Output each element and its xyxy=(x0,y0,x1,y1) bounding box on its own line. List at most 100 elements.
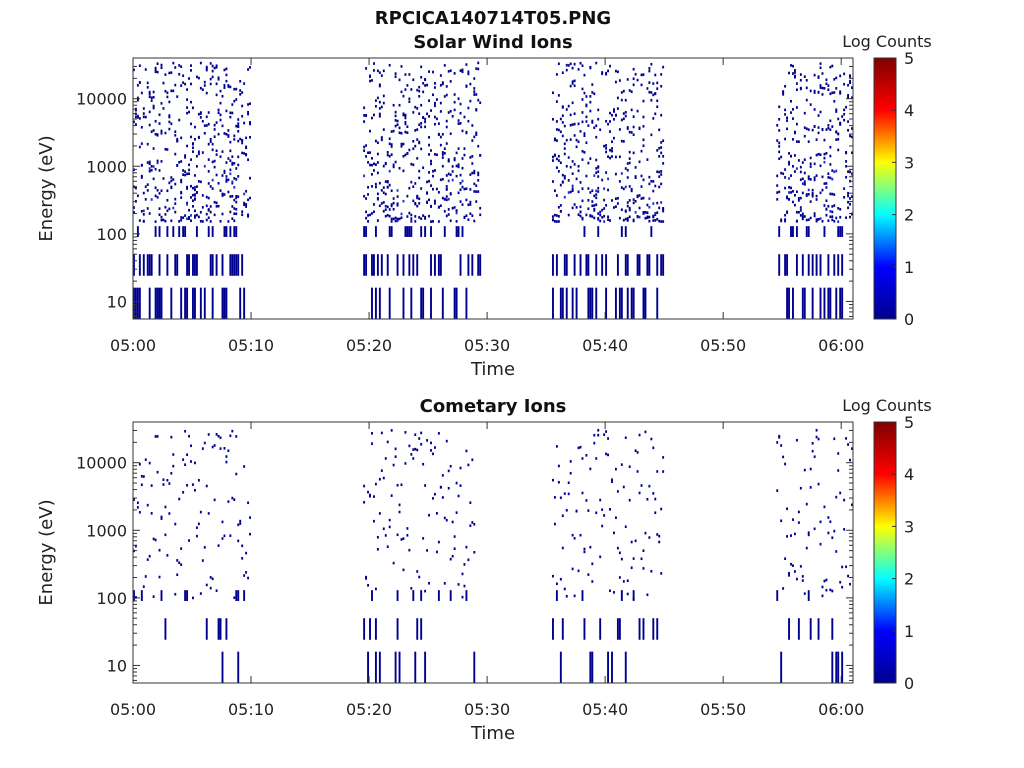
heatmap-cell xyxy=(243,152,246,155)
heatmap-cell xyxy=(412,78,415,82)
heatmap-cell xyxy=(406,194,409,198)
heatmap-cell xyxy=(392,163,395,167)
heatmap-cell xyxy=(463,563,466,566)
heatmap-cell xyxy=(221,124,224,128)
heatmap-cell xyxy=(642,567,645,570)
heatmap-cell xyxy=(821,219,824,223)
heatmap-cell xyxy=(134,186,137,190)
heatmap-cell xyxy=(396,217,399,221)
heatmap-cell xyxy=(475,190,478,193)
heatmap-cell xyxy=(579,61,582,65)
heatmap-cell xyxy=(626,219,629,222)
heatmap-cell xyxy=(790,226,792,237)
heatmap-cell xyxy=(650,62,653,66)
heatmap-cell xyxy=(593,126,596,130)
heatmap-cell xyxy=(365,155,368,158)
heatmap-cell xyxy=(642,178,645,182)
heatmap-cell xyxy=(591,200,594,203)
heatmap-cell xyxy=(788,186,790,189)
heatmap-cell xyxy=(571,82,574,85)
heatmap-cell xyxy=(150,96,153,100)
heatmap-cell xyxy=(652,180,655,183)
heatmap-cell xyxy=(593,204,596,207)
heatmap-cell xyxy=(160,160,163,163)
heatmap-cell xyxy=(471,521,474,524)
heatmap-cell xyxy=(825,82,828,86)
heatmap-cell xyxy=(601,178,604,182)
heatmap-cell xyxy=(835,287,838,319)
heatmap-cell xyxy=(630,131,633,134)
heatmap-cell xyxy=(439,204,442,208)
heatmap-cell xyxy=(396,119,399,123)
heatmap-cell xyxy=(620,98,623,102)
heatmap-cell xyxy=(792,138,794,141)
heatmap-cell xyxy=(170,435,173,439)
heatmap-cell xyxy=(555,214,558,217)
heatmap-cell xyxy=(146,161,149,164)
heatmap-cell xyxy=(225,67,228,71)
heatmap-cell xyxy=(837,254,840,276)
heatmap-cell xyxy=(160,590,163,601)
heatmap-cell xyxy=(624,254,627,276)
heatmap-cell xyxy=(156,133,159,136)
heatmap-cell xyxy=(805,79,808,82)
heatmap-cell xyxy=(418,176,421,180)
heatmap-cell xyxy=(384,208,387,211)
heatmap-cell xyxy=(823,505,826,509)
heatmap-cell xyxy=(168,207,171,211)
heatmap-cell xyxy=(441,177,444,181)
heatmap-cell xyxy=(158,113,161,117)
heatmap-cell xyxy=(622,218,625,222)
heatmap-cell xyxy=(203,546,206,549)
heatmap-cell xyxy=(601,208,604,212)
heatmap-cell xyxy=(428,143,430,147)
heatmap-cell xyxy=(839,123,842,126)
heatmap-cell xyxy=(831,91,834,95)
heatmap-cell xyxy=(585,454,588,457)
heatmap-cell xyxy=(656,149,659,152)
heatmap-cell xyxy=(597,170,600,173)
heatmap-cell xyxy=(795,82,798,85)
heatmap-cell xyxy=(632,597,635,600)
heatmap-cell xyxy=(410,180,413,184)
heatmap-cell xyxy=(475,67,478,70)
heatmap-cell xyxy=(231,161,234,165)
heatmap-cell xyxy=(801,161,804,164)
heatmap-cell xyxy=(813,89,816,93)
heatmap-cell xyxy=(213,165,216,169)
heatmap-cell xyxy=(555,120,558,123)
heatmap-cell xyxy=(152,595,155,598)
heatmap-cell xyxy=(587,198,590,202)
heatmap-cell xyxy=(146,189,149,192)
heatmap-cell xyxy=(555,194,558,197)
heatmap-cell xyxy=(406,527,409,530)
heatmap-cell xyxy=(365,226,368,237)
heatmap-cell xyxy=(788,571,790,575)
heatmap-cell xyxy=(441,156,444,159)
heatmap-cell xyxy=(577,140,580,144)
heatmap-cell xyxy=(184,82,187,86)
heatmap-cell xyxy=(229,149,232,153)
heatmap-cell xyxy=(622,140,625,143)
heatmap-cell xyxy=(827,219,830,222)
heatmap-cell xyxy=(201,88,204,91)
heatmap-cell xyxy=(628,206,631,210)
heatmap-cell xyxy=(585,115,588,119)
heatmap-cell xyxy=(184,170,187,173)
heatmap-cell xyxy=(790,186,792,190)
heatmap-cell xyxy=(148,110,151,114)
heatmap-cell xyxy=(205,212,208,216)
heatmap-cell xyxy=(363,106,366,110)
heatmap-cell xyxy=(825,199,828,203)
heatmap-cell xyxy=(182,81,185,84)
heatmap-cell xyxy=(827,254,830,276)
heatmap-cell xyxy=(841,226,844,237)
heatmap-cell xyxy=(376,219,379,222)
heatmap-cell xyxy=(849,197,851,200)
heatmap-cell xyxy=(662,209,665,213)
heatmap-cell xyxy=(374,99,377,102)
heatmap-cell xyxy=(233,254,236,276)
heatmap-cell xyxy=(839,215,842,219)
heatmap-cell xyxy=(249,516,251,519)
heatmap-cell xyxy=(400,145,403,148)
